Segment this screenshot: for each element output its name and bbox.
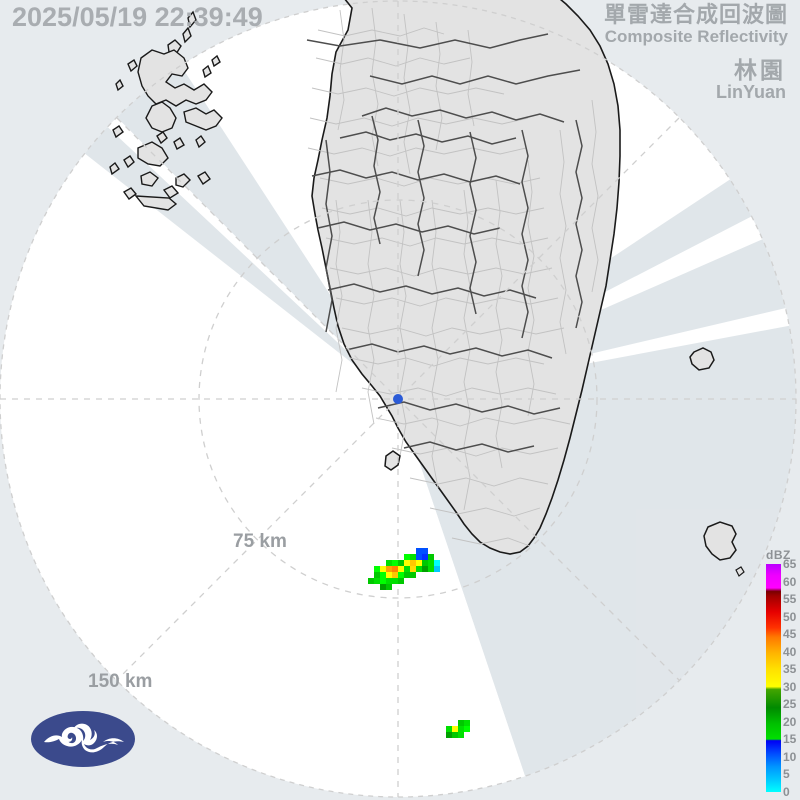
cwa-logo (31, 711, 135, 767)
site-name-zh: 林園 (734, 57, 786, 83)
product-title-en: Composite Reflectivity (604, 27, 788, 46)
site-name-en: LinYuan (715, 82, 786, 103)
legend-tick-60: 60 (783, 574, 797, 589)
legend-tick-20: 20 (783, 714, 797, 729)
xiaolanyu-island (735, 566, 745, 577)
legend-tick-50: 50 (783, 609, 797, 624)
legend-tick-10: 10 (783, 749, 797, 764)
legend-tick-65: 65 (783, 557, 797, 571)
penghu-islands (109, 10, 223, 211)
green-island (689, 347, 715, 371)
dbz-color-legend: dBZ 0 5 10 15 20 25 30 35 40 45 50 55 60 65 (762, 548, 800, 798)
radar-site-block: 林園 LinYuan (716, 58, 786, 104)
legend-tick-0: 0 (783, 785, 790, 799)
legend-tick-5: 5 (783, 767, 790, 782)
legend-title: dBZ (766, 548, 791, 562)
product-title-zh: 單雷達合成回波圖 (603, 2, 788, 27)
legend-tick-40: 40 (783, 644, 797, 659)
range-ring-label-150km: 150 km (88, 671, 153, 692)
legend-tick-15: 15 (783, 732, 797, 747)
lanyu-island (703, 521, 737, 561)
legend-tick-labels: 0 5 10 15 20 25 30 35 40 45 50 55 60 65 (783, 558, 800, 798)
taiwan-main-island (311, 0, 621, 555)
range-ring-75km (198, 199, 598, 599)
product-title-block: 單雷達合成回波圖 Composite Reflectivity (604, 4, 788, 47)
legend-tick-25: 25 (783, 697, 797, 712)
range-ring-label-75km: 75 km (233, 531, 287, 552)
legend-tick-30: 30 (783, 679, 797, 694)
map-landmasses (109, 0, 745, 577)
legend-color-bar (766, 564, 781, 792)
county-boundaries (306, 33, 583, 453)
radar-site-marker[interactable] (393, 394, 403, 404)
legend-tick-55: 55 (783, 592, 797, 607)
legend-tick-35: 35 (783, 662, 797, 677)
echo-cluster-main (368, 548, 440, 590)
legend-tick-45: 45 (783, 627, 797, 642)
xiaoliuqiu-island (384, 450, 401, 471)
echo-cluster-south (446, 720, 470, 738)
timestamp-label: 2025/05/19 22:39:49 (12, 2, 263, 32)
